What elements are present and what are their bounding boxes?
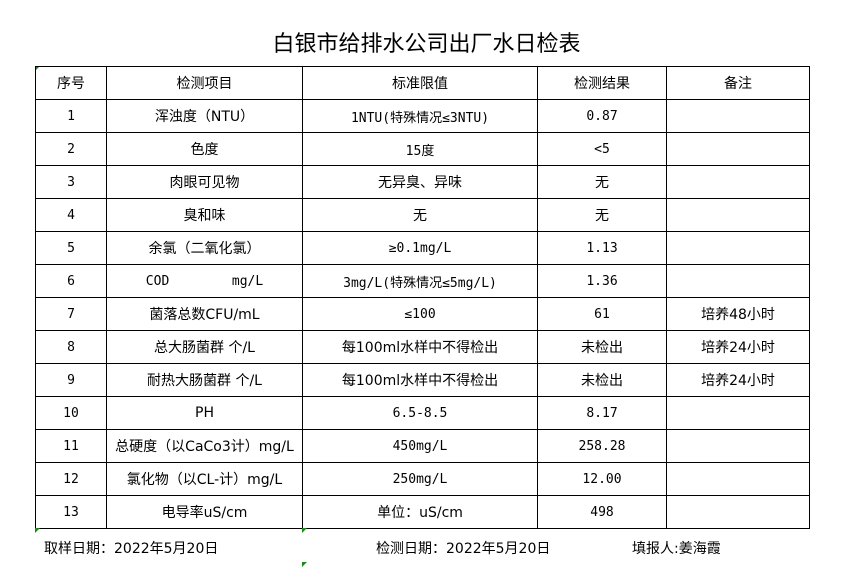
row-index: 7: [35, 297, 107, 331]
table-row: 8 总大肠菌群 个/L 每100ml水样中不得检出 未检出 培养24小时: [35, 330, 810, 364]
row-index: 10: [35, 396, 107, 430]
row-index: 12: [35, 462, 107, 496]
table-row: 7 菌落总数CFU/mL ≤100 61 培养48小时: [35, 297, 810, 331]
row-remark: [666, 231, 810, 265]
row-item: 耐热大肠菌群 个/L: [106, 363, 303, 397]
row-item: 余氯（二氧化氯）: [106, 231, 303, 265]
row-result: 0.87: [537, 99, 667, 133]
row-index: 5: [35, 231, 107, 265]
row-result: 1.13: [537, 231, 667, 265]
row-result: 61: [537, 297, 667, 331]
row-limit: ≤100: [302, 297, 538, 331]
header-result: 检测结果: [537, 66, 667, 100]
row-index: 3: [35, 165, 107, 199]
row-limit: 每100ml水样中不得检出: [302, 363, 538, 397]
cell-marker: [302, 562, 307, 567]
row-index: 1: [35, 99, 107, 133]
row-remark: [666, 495, 810, 529]
row-result: 未检出: [537, 330, 667, 364]
header-index: 序号: [35, 66, 107, 100]
table-row: 13 电导率uS/cm 单位：uS/cm 498: [35, 495, 810, 529]
row-limit: 无: [302, 198, 538, 232]
row-index: 6: [35, 264, 107, 298]
row-remark: [666, 132, 810, 166]
row-index: 2: [35, 132, 107, 166]
row-index: 9: [35, 363, 107, 397]
row-limit: 6.5-8.5: [302, 396, 538, 430]
row-item: PH: [106, 396, 303, 430]
table-row: 11 总硬度（以CaCo3计）mg/L 450mg/L 258.28: [35, 429, 810, 463]
row-remark: [666, 198, 810, 232]
row-remark: [666, 396, 810, 430]
header-item: 检测项目: [106, 66, 303, 100]
row-remark: [666, 462, 810, 496]
row-item: COD mg/L: [106, 264, 303, 298]
row-item: 臭和味: [106, 198, 303, 232]
row-remark: [666, 429, 810, 463]
row-result: <5: [537, 132, 667, 166]
row-item: 总硬度（以CaCo3计）mg/L: [106, 429, 303, 463]
table-row: 1 浑浊度（NTU） 1NTU(特殊情况≤3NTU) 0.87: [35, 99, 810, 133]
row-limit: ≥0.1mg/L: [302, 231, 538, 265]
row-remark: [666, 264, 810, 298]
row-limit: 每100ml水样中不得检出: [302, 330, 538, 364]
row-result: 258.28: [537, 429, 667, 463]
row-result: 8.17: [537, 396, 667, 430]
row-result: 12.00: [537, 462, 667, 496]
cell-marker: [35, 528, 40, 533]
table-row: 3 肉眼可见物 无异臭、异味无: [35, 165, 810, 199]
row-limit: 3mg/L(特殊情况≤5mg/L): [302, 264, 538, 298]
row-limit: 15度: [302, 132, 538, 166]
table-header-row: 序号 检测项目 标准限值 检测结果 备注: [35, 66, 810, 100]
row-item: 浑浊度（NTU）: [106, 99, 303, 133]
row-item: 菌落总数CFU/mL: [106, 297, 303, 331]
table-row: 10 PH 6.5-8.5 8.17: [35, 396, 810, 430]
table-row: 2 色度 15度 <5: [35, 132, 810, 166]
row-limit: 无异臭、异味: [302, 165, 538, 199]
row-result: 无: [537, 198, 667, 232]
row-result: 498: [537, 495, 667, 529]
row-index: 11: [35, 429, 107, 463]
row-remark: [666, 165, 810, 199]
table-row: 12 氯化物（以CL-计）mg/L 250mg/L 12.00: [35, 462, 810, 496]
row-index: 13: [35, 495, 107, 529]
reporter: 填报人:姜海霞: [632, 541, 721, 557]
row-result: 无: [537, 165, 667, 199]
table-row: 9 耐热大肠菌群 个/L 每100ml水样中不得检出 未检出 培养24小时: [35, 363, 810, 397]
table-row: 5 余氯（二氧化氯） ≥0.1mg/L 1.13: [35, 231, 810, 265]
row-item: 氯化物（以CL-计）mg/L: [106, 462, 303, 496]
row-item: 肉眼可见物: [106, 165, 303, 199]
row-index: 8: [35, 330, 107, 364]
row-limit: 单位：uS/cm: [302, 495, 538, 529]
inspection-table: 序号 检测项目 标准限值 检测结果 备注 1 浑浊度（NTU） 1NTU(特殊情况≤…: [35, 66, 810, 529]
page-title: 白银市给排水公司出厂水日检表: [272, 32, 581, 57]
row-remark: [666, 99, 810, 133]
row-item: 电导率uS/cm: [106, 495, 303, 529]
header-limit: 标准限值: [302, 66, 538, 100]
row-remark: 培养24小时: [666, 330, 810, 364]
row-item: 色度: [106, 132, 303, 166]
row-result: 未检出: [537, 363, 667, 397]
row-index: 4: [35, 198, 107, 232]
row-limit: 250mg/L: [302, 462, 538, 496]
row-limit: 450mg/L: [302, 429, 538, 463]
test-date: 检测日期：2022年5月20日: [376, 541, 551, 557]
table-row: 4 臭和味无无: [35, 198, 810, 232]
header-remark: 备注: [666, 66, 810, 100]
cell-marker: [302, 528, 307, 533]
sample-date: 取样日期：2022年5月20日: [44, 541, 219, 557]
row-item: 总大肠菌群 个/L: [106, 330, 303, 364]
row-result: 1.36: [537, 264, 667, 298]
row-remark: 培养24小时: [666, 363, 810, 397]
row-limit: 1NTU(特殊情况≤3NTU): [302, 99, 538, 133]
table-row: 6 COD mg/L 3mg/L(特殊情况≤5mg/L) 1.36: [35, 264, 810, 298]
row-remark: 培养48小时: [666, 297, 810, 331]
